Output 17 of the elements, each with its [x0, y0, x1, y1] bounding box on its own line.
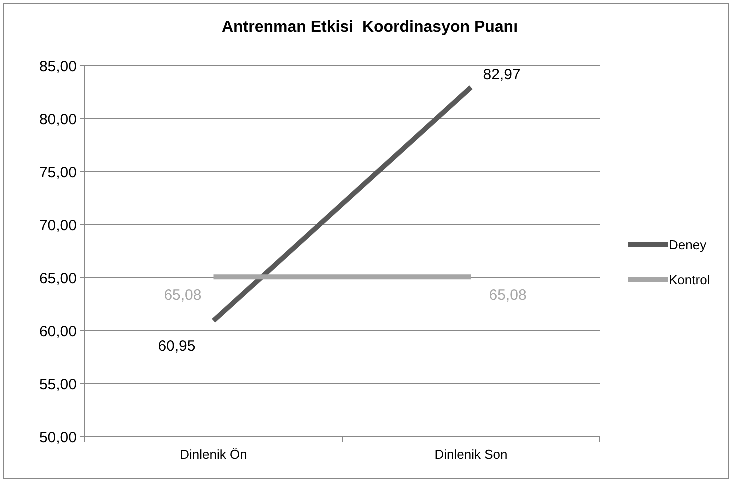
data-label: 82,97 [483, 66, 521, 84]
x-tick-label: Dinlenik Son [434, 447, 508, 462]
chart-title: Antrenman Etkisi Koordinasyon Puanı [222, 19, 518, 36]
x-tick-label: Dinlenik Ön [180, 447, 248, 462]
y-tick-label: 85,00 [39, 58, 77, 76]
y-tick-label: 75,00 [39, 164, 77, 182]
y-tick-label: 65,00 [39, 270, 77, 288]
data-label: 65,08 [489, 287, 527, 304]
legend-label: Deney [669, 238, 708, 253]
y-tick-label: 80,00 [39, 111, 77, 128]
legend-label: Kontrol [669, 272, 710, 288]
y-tick-label: 70,00 [39, 217, 77, 234]
y-tick-label: 60,00 [39, 323, 77, 340]
data-label: 65,08 [164, 287, 202, 304]
data-label: 60,95 [158, 338, 196, 355]
y-tick-label: 50,00 [39, 429, 77, 446]
y-tick-label: 55,00 [39, 376, 77, 394]
